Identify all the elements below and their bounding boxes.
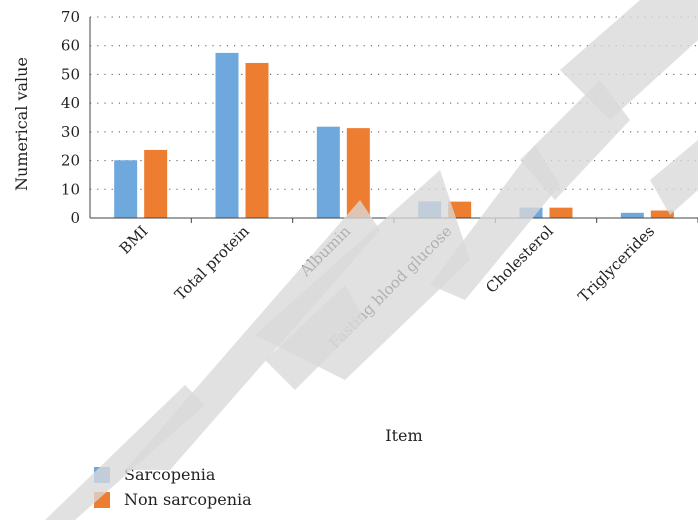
- y-tick-label: 20: [61, 152, 80, 170]
- x-tick-label: BMI: [116, 222, 152, 258]
- watermark-edge: [650, 140, 698, 215]
- bar-non-sarcopenia: [144, 149, 168, 218]
- y-tick-label: 30: [61, 123, 80, 141]
- y-tick-label: 50: [61, 65, 80, 83]
- watermark-a-body: [255, 170, 470, 380]
- y-tick-label: 0: [70, 209, 80, 227]
- watermark-c-lower: [430, 145, 560, 300]
- x-tick-label: Total protein: [171, 222, 253, 304]
- bar-non-sarcopenia: [245, 62, 269, 218]
- bar-non-sarcopenia: [549, 207, 573, 218]
- x-axis-title: Item: [385, 426, 422, 445]
- bar-sarcopenia: [114, 160, 138, 218]
- bar-sarcopenia: [215, 52, 239, 219]
- watermark-r-stroke: [45, 385, 205, 520]
- retracted-watermark: [45, 0, 698, 520]
- x-tick-label: Triglycerides: [575, 222, 659, 306]
- y-tick-label: 70: [61, 8, 80, 26]
- bar-non-sarcopenia: [650, 210, 674, 218]
- y-tick-label: 40: [61, 94, 80, 112]
- bar-non-sarcopenia: [346, 128, 370, 218]
- watermark-t: [560, 0, 698, 120]
- bar-sarcopenia: [316, 126, 340, 218]
- y-tick-label: 10: [61, 180, 80, 198]
- y-tick-label: 60: [61, 37, 80, 55]
- grid-lines: [90, 16, 698, 190]
- legend-label: Non sarcopenia: [124, 490, 252, 509]
- bar-sarcopenia: [620, 212, 644, 218]
- y-axis-title: Numerical value: [12, 57, 31, 191]
- watermark-r-bowl: [125, 200, 380, 470]
